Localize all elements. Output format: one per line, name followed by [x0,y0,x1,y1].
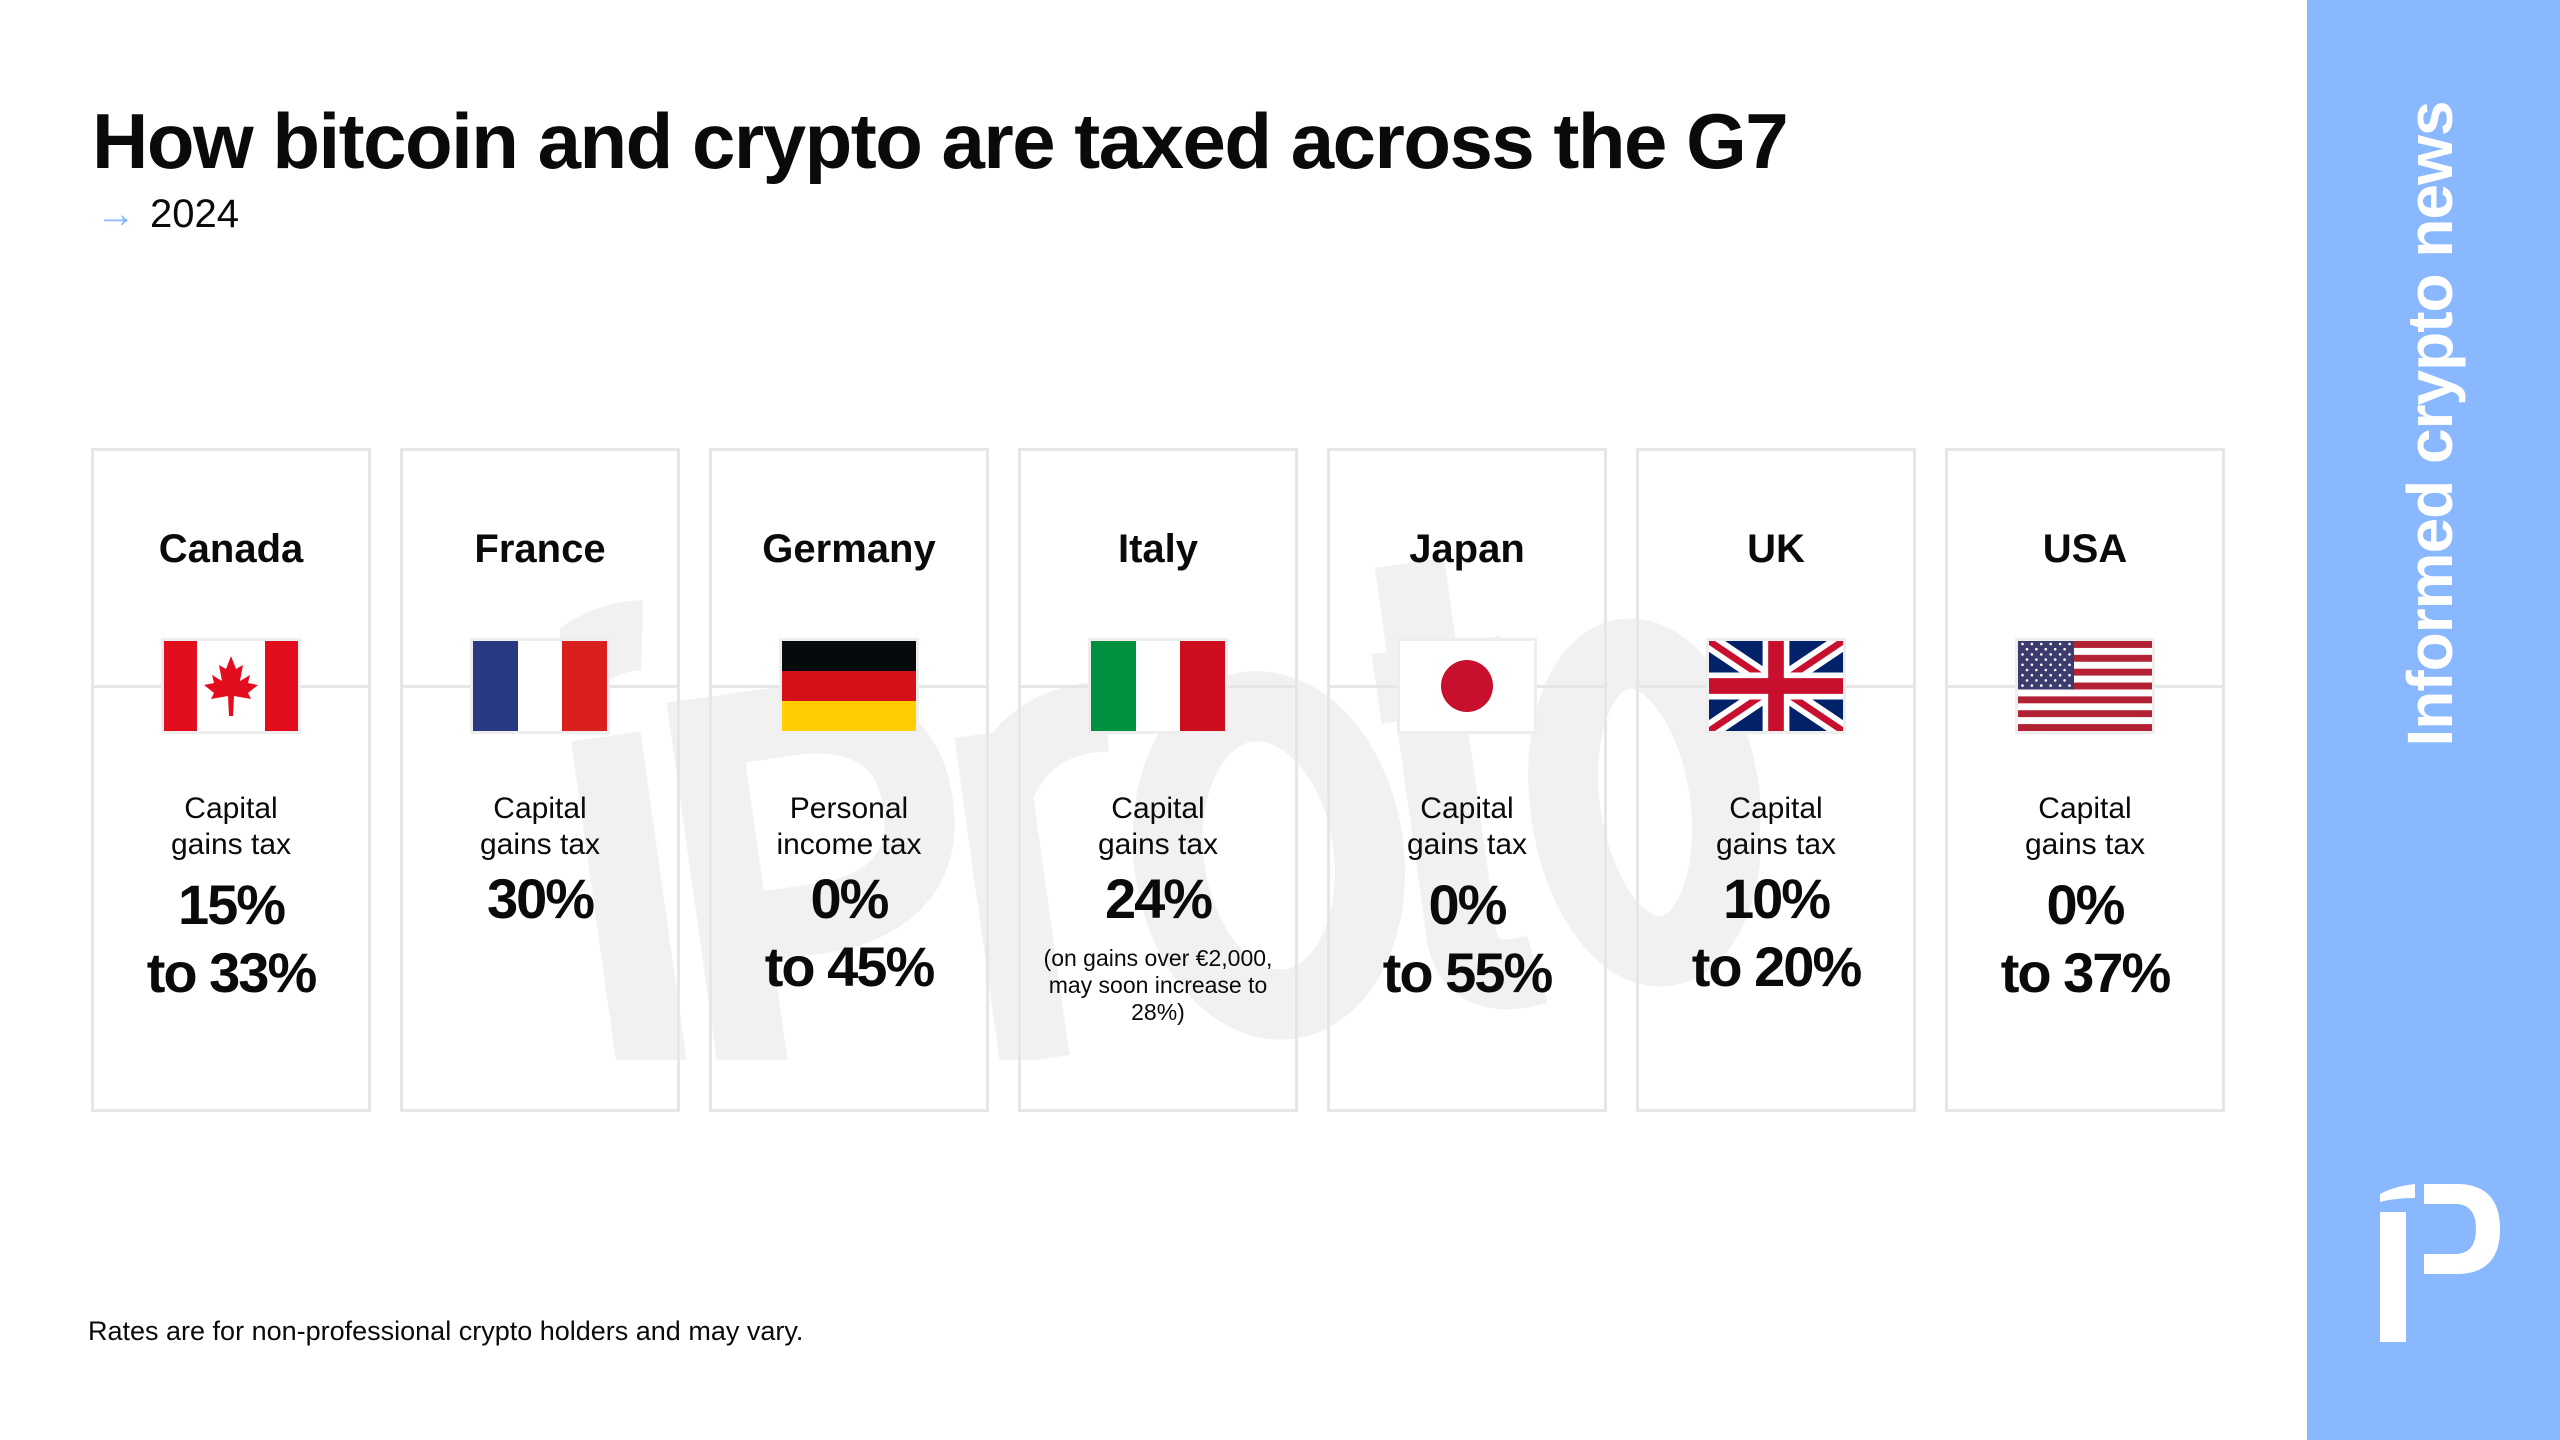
tax-type: Capital gains tax [1715,792,1837,861]
card-germany: Germany Personal income tax 0% to 45% [709,448,989,1112]
italy-flag-icon [1091,641,1225,731]
year: 2024 [150,192,239,236]
tax-rate: 30% [486,867,595,930]
japan-flag-icon [1400,641,1534,731]
country-name: Germany [762,527,936,571]
tax-type: Capital gains tax [1406,792,1528,861]
tax-type: Capital gains tax [1097,792,1219,861]
tagline: Informed crypto news [2394,101,2466,747]
tax-note: (on gains over €2,000, may soon increase… [1043,945,1273,1025]
country-name: USA [2042,527,2128,571]
tax-rate: 0% to 55% [1382,873,1554,1004]
card-uk: UK Capital gains tax 10% to 20% [1636,448,1916,1112]
country-name: Japan [1409,527,1525,571]
tax-rate: 15% to 33% [146,873,318,1004]
footnote: Rates are for non-professional crypto ho… [88,1316,804,1346]
country-name: France [474,527,606,571]
card-japan: Japan Capital gains tax 0% to 55% [1327,448,1607,1112]
tax-type: Capital gains tax [170,792,292,861]
card-france: France Capital gains tax 30% [400,448,680,1112]
page-title: How bitcoin and crypto are taxed across … [92,97,1789,185]
tax-rate: 0% to 45% [764,867,936,998]
tax-rate: 24% [1104,867,1213,930]
tax-type: Capital gains tax [2024,792,2146,861]
uk-flag-icon [1709,641,1843,731]
card-usa: USA Capital gains tax 0% to 37% [1945,448,2225,1112]
protos-logo [2380,1184,2500,1342]
germany-flag-icon [782,641,916,731]
brand-sidebar [2307,0,2560,1440]
country-name: Canada [158,527,304,571]
subtitle: → 2024 [96,192,239,237]
card-canada: Canada Capital gains tax 15% to 33% [91,448,371,1112]
tax-rate: 10% to 20% [1691,867,1863,998]
tax-type: Capital gains tax [479,792,601,861]
arrow-right-icon: → [96,192,136,236]
tax-type: Personal income tax [776,792,922,861]
tax-rate: 0% to 37% [2000,873,2172,1004]
card-italy: Italy Capital gains tax 24% (on gains ov… [1018,448,1298,1112]
usa-flag-icon [2018,641,2152,731]
country-name: Italy [1117,527,1199,571]
country-name: UK [1747,527,1805,571]
france-flag-icon [473,641,607,731]
canada-flag-icon [164,641,298,731]
